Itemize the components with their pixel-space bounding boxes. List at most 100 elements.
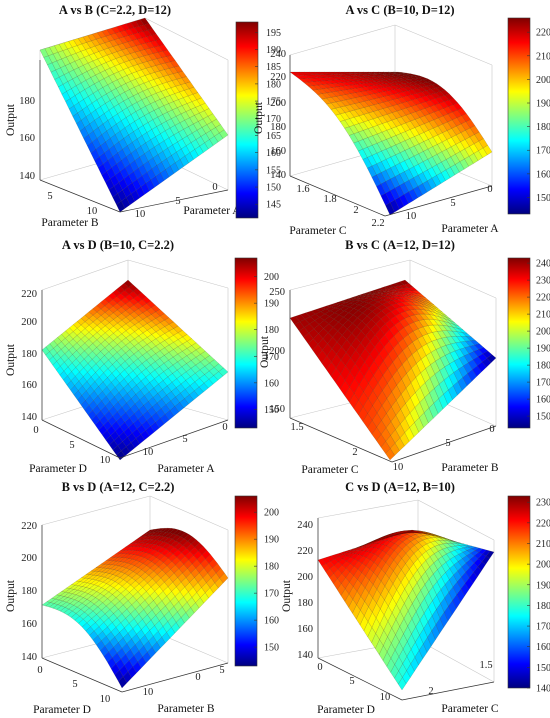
y-tick: 10 [87,206,98,217]
z-tick: 240 [297,520,313,531]
y-axis-label: Parameter D [29,463,87,475]
y-tick: 10 [100,455,111,466]
colorbar-tick: 190 [264,299,279,310]
z-tick: 160 [297,624,313,635]
z-axis-label: Output [253,101,265,134]
z-tick: 200 [270,98,286,109]
x-tick: 5 [445,438,450,449]
z-tick: 180 [297,598,313,609]
colorbar-tick: 210 [536,310,550,321]
x-tick: 5 [219,665,224,676]
surface-patch [393,71,403,73]
x-axis-label: Parameter A [157,463,215,475]
x-tick: 0 [487,184,492,195]
x-axis-label: Parameter A [183,205,241,217]
colorbar-tick: 170 [536,378,550,389]
surface-patch [215,567,225,579]
panel-title: B vs D (A=12, C=2.2) [62,480,175,494]
surface-patch [399,279,410,285]
surface-patch [185,81,195,89]
z-tick: 200 [21,553,37,564]
surface-patch [147,28,157,36]
colorbar-tick: 170 [266,114,281,125]
colorbar-gradient [234,257,258,429]
surface-patch [461,113,471,122]
colorbar-tick: 190 [536,99,550,110]
surface-patch [182,334,192,342]
surface-patch [177,329,188,338]
colorbar-tick: 160 [266,148,281,159]
colorbar-tick: 220 [536,518,550,529]
colorbar-tick: 150 [536,193,550,204]
colorbar-tick: 150 [264,405,279,416]
z-tick: 200 [21,317,37,328]
surface-patch [195,346,206,355]
surface-patch [415,293,426,298]
colorbar-gradient [507,257,531,429]
surface-patch [452,102,463,111]
axis-lines [289,290,497,463]
z-tick: 200 [297,572,313,583]
y-tick: 1.5 [290,422,303,433]
x-tick: 0 [222,422,227,433]
colorbar-tick: 160 [264,378,279,389]
z-tick: 220 [21,521,37,532]
surface-patch [166,55,176,62]
surface-patch [418,77,429,81]
x-tick: 10 [393,462,404,473]
x-axis-label: Parameter B [441,462,498,474]
colorbar-tick: 200 [536,75,550,86]
surface-patch [168,321,179,329]
colorbar-tick: 180 [264,562,279,573]
surface-mesh [41,527,229,689]
panel-a-vs-c: A vs C (B=10, D=12) 140 160 180 200 220 … [253,3,550,237]
colorbar-tick: 180 [536,361,550,372]
y-axis-label: Parameter B [41,217,98,229]
colorbar-tick: 170 [536,146,550,157]
z-tick: 180 [270,122,286,133]
x-tick: 10 [143,687,154,698]
colorbar-tick: 180 [536,601,550,612]
y-tick: 0 [317,662,322,673]
colorbar: 150 160 170 180 190 200 210 220 230 240 [507,257,550,429]
colorbar: 150 160 170 180 190 200 210 220 [507,17,550,215]
colorbar: 145 150 155 160 165 170 175 180 185 190 195 [235,21,281,219]
surface-patch [219,572,229,584]
x-tick: 0 [195,672,200,683]
surface-patch [213,363,224,372]
colorbar-tick: 240 [536,259,550,270]
y-axis-label: Parameter C [301,464,358,476]
surface-patch [187,536,197,545]
z-axis-label: Output [5,103,17,136]
surface-patch [207,113,217,123]
z-axis-label: Output [5,343,17,376]
colorbar-tick: 200 [536,560,550,571]
colorbar-tick: 185 [266,62,281,73]
y-tick: 5 [47,191,52,202]
surface-patch [482,350,493,359]
y-tick: 10 [100,694,111,705]
colorbar-tick: 150 [536,412,550,423]
panel-a-vs-b: A vs B (C=2.2, D=12) 140 160 180 5 10 0 … [5,3,281,229]
colorbar-tick: 170 [264,589,279,600]
z-tick: 240 [270,49,286,60]
panel-title: A vs B (C=2.2, D=12) [59,3,171,17]
colorbar-tick: 160 [536,642,550,653]
y-tick: 2.2 [371,218,384,229]
colorbar-tick: 180 [264,325,279,336]
colorbar-tick: 170 [264,352,279,363]
z-tick: 180 [19,96,35,107]
surface-patch [449,320,459,327]
z-tick: 160 [21,619,37,630]
z-axis-label: Output [259,335,271,368]
colorbar-tick: 165 [266,131,281,142]
surface-patch [426,80,437,85]
y-tick: 1.8 [323,194,336,205]
y-tick: 0 [37,665,42,676]
colorbar-tick: 150 [264,643,279,654]
y-axis-label: Parameter D [33,704,91,716]
axis-lines [39,60,229,213]
colorbar-tick: 200 [536,327,550,338]
surface-patch [173,65,183,73]
colorbar-tick: 200 [264,272,279,283]
